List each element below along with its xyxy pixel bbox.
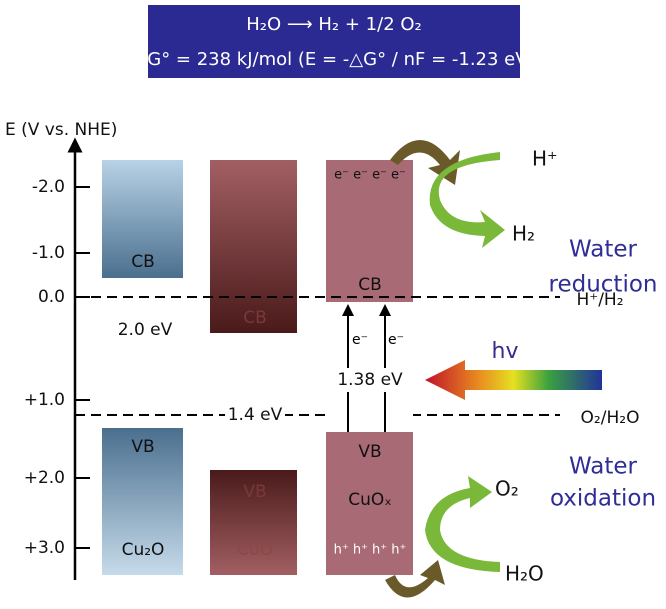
vb-label: VB: [131, 437, 154, 457]
electron: e⁻: [352, 332, 368, 348]
tick-label: +1.0: [24, 390, 65, 410]
gap: 1.4 eV: [228, 405, 283, 425]
product: O₂: [495, 477, 519, 501]
gap: 2.0 eV: [118, 320, 173, 340]
product: H₂: [512, 222, 535, 246]
electron: e⁻: [388, 332, 404, 348]
reactant: H⁺: [532, 147, 558, 171]
band-diagram: H₂O ⟶ H₂ + 1/2 O₂ △G° = 238 kJ/mol (E = …: [0, 0, 666, 609]
gap: 1.38 eV: [337, 370, 403, 390]
material-name: Cu₂O: [122, 540, 165, 560]
tick-label: +2.0: [24, 468, 65, 488]
light-label: hv: [492, 339, 519, 364]
axis-label: E (V vs. NHE): [5, 120, 117, 140]
ticks: -2.0 -1.0 0.0 +1.0 +2.0 +3.0: [24, 177, 90, 558]
holes: h⁺ h⁺ h⁺ h⁺: [334, 543, 407, 558]
tick-label: -1.0: [32, 243, 65, 263]
light-arrow: [425, 360, 602, 400]
process-label: Water: [569, 237, 638, 263]
curved-arrow: [425, 476, 500, 572]
cb-label: CB: [131, 252, 155, 272]
vb-label: VB: [243, 482, 266, 502]
process-label: oxidation: [550, 486, 656, 512]
gap-bg: [326, 302, 413, 432]
energy: △G° = 238 kJ/mol (E = -△G° / nF = -1.23 …: [133, 49, 534, 70]
reaction: H₂O ⟶ H₂ + 1/2 O₂: [246, 14, 422, 35]
material-name: CuO: [237, 540, 273, 560]
tick-label: 0.0: [38, 287, 65, 307]
cb-label: CB: [358, 275, 382, 295]
electrons: e⁻ e⁻ e⁻ e⁻: [334, 168, 406, 183]
process-label: Water: [569, 454, 638, 480]
level-label: O₂/H₂O: [581, 408, 640, 428]
reactant: H₂O: [505, 562, 544, 586]
tick-label: -2.0: [32, 177, 65, 197]
process-label: reduction: [549, 272, 658, 298]
material-name: CuOₓ: [348, 490, 392, 510]
vb-label: VB: [358, 442, 381, 462]
cb-label: CB: [243, 308, 267, 328]
tick-label: +3.0: [24, 538, 65, 558]
